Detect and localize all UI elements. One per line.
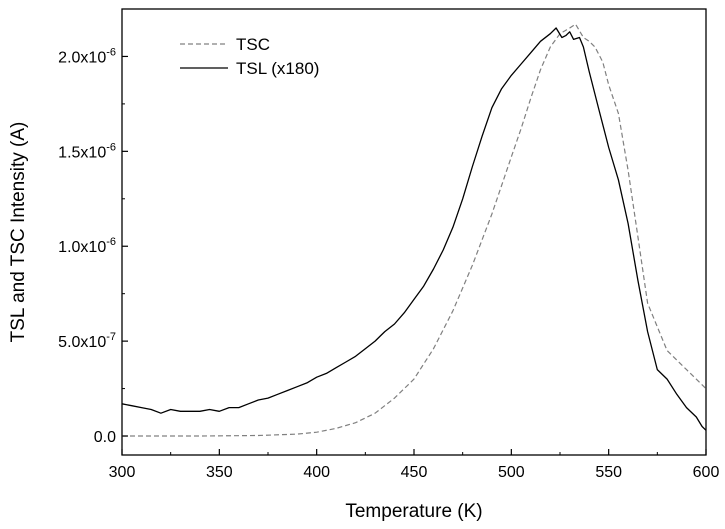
x-tick-label: 300 bbox=[109, 464, 136, 481]
y-tick-label: 2.0x10-6 bbox=[58, 46, 116, 66]
legend-label: TSC bbox=[236, 35, 270, 54]
y-tick-label: 1.5x10-6 bbox=[58, 141, 116, 161]
plot-frame bbox=[121, 8, 707, 456]
y-tick-label: 0.0 bbox=[94, 429, 116, 446]
legend-label: TSL (x180) bbox=[236, 59, 319, 78]
series-group bbox=[121, 23, 707, 437]
x-tick-label: 400 bbox=[303, 464, 330, 481]
series-line-tsl bbox=[121, 27, 707, 431]
x-tick-label: 500 bbox=[498, 464, 525, 481]
y-tick-label: 5.0x10-7 bbox=[58, 331, 116, 351]
ticks-group: 300 350 400 450 500 550 600 0.0 5.0x10-7 1.0x10-6… bbox=[58, 46, 719, 481]
x-tick-label: 600 bbox=[693, 464, 720, 481]
legend: TSC TSL (x180) bbox=[180, 35, 319, 78]
series-line-tsc bbox=[122, 23, 707, 437]
x-tick-label: 550 bbox=[595, 464, 622, 481]
x-tick-label: 350 bbox=[206, 464, 233, 481]
y-axis-label: TSL and TSC Intensity (A) bbox=[8, 122, 29, 343]
x-axis-label: Temperature (K) bbox=[345, 501, 482, 522]
x-tick-label: 450 bbox=[401, 464, 428, 481]
y-tick-label: 1.0x10-6 bbox=[58, 236, 116, 256]
plot-border bbox=[121, 8, 707, 456]
